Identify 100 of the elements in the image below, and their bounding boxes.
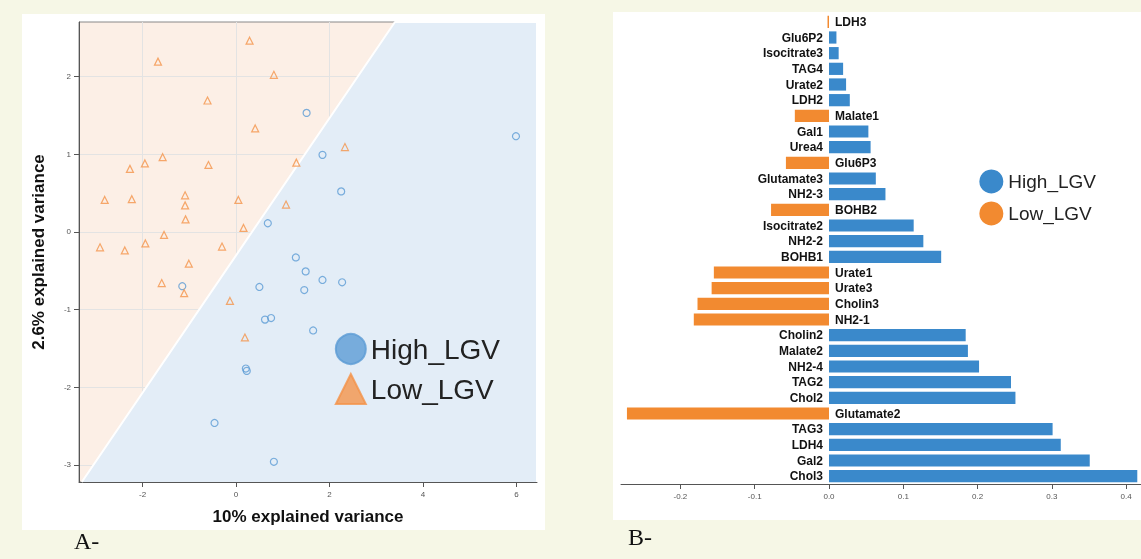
y-tick-label: -3 [63, 460, 72, 470]
y-tick-label: Isocitrate3 [762, 46, 824, 61]
y-tick-label: Malate2 [778, 343, 824, 358]
point [260, 315, 270, 324]
y-tick-label: Chol2 [789, 390, 824, 405]
y-tick-label: -2 [63, 382, 72, 392]
x-tick-label: 0.1 [897, 491, 910, 501]
text: B- [628, 524, 652, 551]
point [100, 195, 109, 205]
y-tick-label: Chol3 [789, 469, 824, 484]
y-tick-label: TAG3 [791, 422, 824, 437]
bar [829, 376, 1011, 389]
bar [794, 109, 829, 122]
y-tick-label: Isocitrate2 [762, 218, 824, 233]
y-tick-label: BOHB1 [780, 249, 824, 264]
point [184, 259, 193, 268]
point [309, 326, 318, 335]
y-tick-label: -1 [63, 305, 72, 314]
point [338, 278, 347, 287]
x-tick-label: 6 [514, 489, 520, 499]
point [95, 243, 105, 252]
bar [829, 125, 869, 138]
x-tick-label: 0.3 [1046, 491, 1058, 501]
y-tick-label: Cholin3 [835, 296, 880, 311]
point [511, 132, 521, 141]
bar [829, 47, 839, 60]
point [245, 36, 254, 45]
x-tick-label: 0.0 [823, 491, 836, 501]
bar [711, 282, 829, 295]
x-tick-label: 0 [233, 489, 239, 499]
point [255, 282, 264, 292]
bar [829, 438, 1061, 451]
y-tick-label: LDH3 [835, 14, 867, 29]
point [225, 296, 235, 306]
point [318, 275, 327, 285]
bar [829, 329, 966, 342]
y-tick-label: Glutamate2 [835, 406, 901, 421]
point [180, 191, 190, 200]
x-tick-label: -2 [139, 489, 147, 499]
legend-label: High_LGV [370, 333, 501, 365]
legend-label: Low_LGV [1008, 202, 1093, 225]
point [120, 246, 129, 255]
bar [829, 94, 850, 107]
point [203, 96, 212, 105]
legend-label: Low_LGV [370, 373, 495, 405]
point [204, 160, 213, 170]
point [337, 187, 346, 196]
bar [829, 141, 871, 154]
y-tick-label: NH2-1 [835, 312, 870, 327]
point [300, 285, 309, 295]
bar [829, 219, 914, 232]
y-tick-label: 1 [66, 149, 72, 159]
bar [829, 188, 886, 201]
x-tick-label: -0.2 [673, 491, 688, 501]
y-tick-label: NH2-4 [788, 359, 824, 374]
point [153, 57, 163, 66]
x-tick-label: 2 [327, 489, 333, 499]
bar [626, 407, 829, 420]
point [178, 282, 187, 291]
bar [829, 391, 1016, 404]
bar [829, 62, 844, 75]
point [251, 124, 260, 133]
point [291, 253, 300, 262]
y-tick-label: TAG2 [791, 375, 824, 390]
y-tick-label: Gal2 [796, 453, 824, 468]
point [157, 278, 166, 288]
y-axis-title: 2.6% explained variance [29, 154, 48, 350]
point [125, 164, 135, 173]
point [318, 150, 327, 159]
point [141, 239, 150, 248]
point [266, 313, 276, 323]
text: A- [74, 528, 100, 555]
x-tick-label: 0.2 [972, 491, 984, 501]
y-tick-label: 0 [66, 227, 72, 237]
bar [829, 360, 980, 373]
point [234, 195, 243, 205]
bar [829, 235, 924, 248]
point [181, 215, 190, 224]
point [217, 242, 227, 251]
point [292, 158, 301, 167]
x-axis-title: 10% explained variance [212, 507, 404, 526]
point [269, 70, 278, 79]
legend-label: High_LGV [1008, 170, 1097, 193]
y-tick-label: Malate1 [835, 108, 880, 123]
y-tick-label: BOHB2 [835, 202, 878, 217]
y-tick-label: LDH2 [791, 93, 824, 108]
y-tick-label: Glutamate3 [757, 171, 824, 186]
point [180, 289, 189, 298]
y-tick-label: NH2-3 [788, 187, 824, 202]
x-tick-label: 4 [420, 489, 426, 499]
y-tick-label: Cholin2 [779, 328, 824, 343]
bar [697, 297, 829, 310]
y-tick-label: Urea4 [789, 140, 824, 155]
point [210, 418, 219, 428]
x-tick-label: 0.4 [1120, 491, 1133, 501]
y-tick-label: Gal1 [796, 124, 824, 139]
bar [829, 172, 876, 185]
y-tick-label: TAG4 [791, 61, 824, 76]
bar [829, 423, 1053, 436]
point [269, 457, 278, 466]
